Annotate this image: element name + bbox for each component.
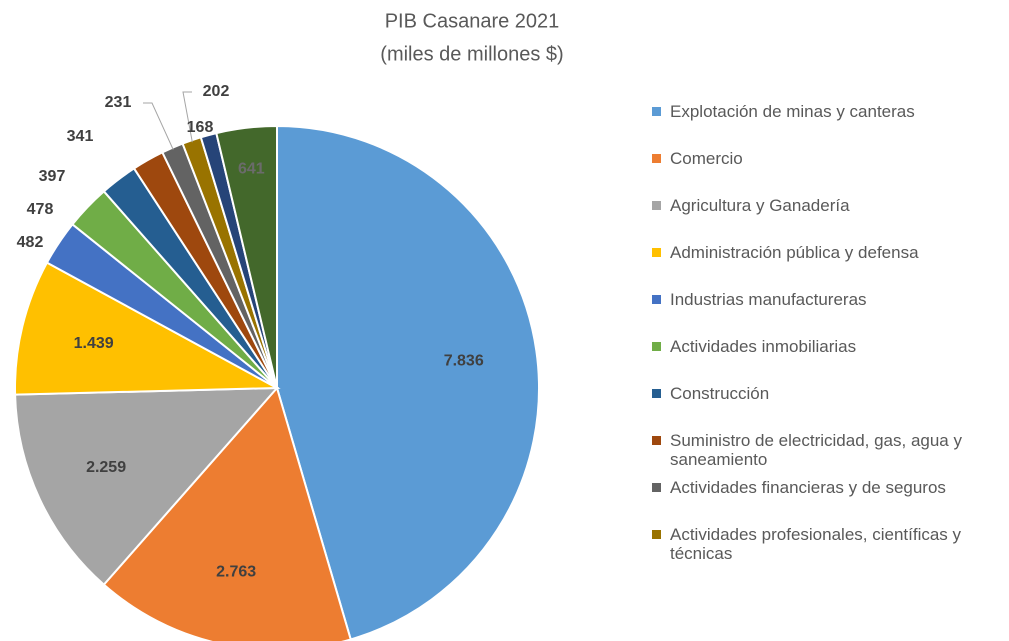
legend-swatch xyxy=(652,295,661,304)
legend-swatch xyxy=(652,248,661,257)
data-label: 341 xyxy=(67,128,94,145)
pie-slice xyxy=(14,261,281,396)
legend-swatch xyxy=(652,154,661,163)
legend-label: Explotación de minas y canteras xyxy=(670,102,915,121)
legend-label: Suministro de electricidad, gas, agua y … xyxy=(670,431,962,469)
legend-swatch xyxy=(652,342,661,351)
legend-swatch xyxy=(652,201,661,210)
legend-swatch xyxy=(652,436,661,445)
leader-line xyxy=(182,91,193,143)
pie-slice xyxy=(14,386,280,587)
data-label: 478 xyxy=(27,201,54,218)
data-label: 397 xyxy=(39,168,66,185)
data-label: 1.439 xyxy=(74,335,114,352)
leader-line xyxy=(143,102,174,150)
legend-swatch xyxy=(652,107,661,116)
legend-label: Agricultura y Ganadería xyxy=(670,196,850,215)
legend-swatch xyxy=(652,530,661,539)
legend-label: Construcción xyxy=(670,384,770,403)
legend-swatch xyxy=(652,389,661,398)
data-label: 641 xyxy=(238,161,265,178)
data-label: 231 xyxy=(105,94,132,111)
pie-slice xyxy=(276,124,540,641)
chart-title: PIB Casanare 2021 xyxy=(385,10,560,32)
legend-label: Comercio xyxy=(670,149,743,168)
legend-swatch xyxy=(652,483,661,492)
data-label: 2.763 xyxy=(216,563,256,580)
pie-slice xyxy=(102,385,352,641)
pie-slice xyxy=(215,124,278,389)
data-label: 7.836 xyxy=(444,352,484,369)
legend-label: Industrias manufactureras xyxy=(670,290,867,309)
legend-label: Administración pública y defensa xyxy=(670,243,919,262)
legend-label: Actividades financieras y de seguros xyxy=(670,478,946,497)
chart-subtitle: (miles de millones $) xyxy=(380,43,563,65)
data-label: 482 xyxy=(17,234,44,251)
data-label: 202 xyxy=(203,83,230,100)
legend-label: Actividades inmobiliarias xyxy=(670,337,857,356)
data-label: 168 xyxy=(187,119,214,136)
data-label: 2.259 xyxy=(86,459,126,476)
legend-label: Actividades profesionales, científicas y… xyxy=(670,525,962,563)
